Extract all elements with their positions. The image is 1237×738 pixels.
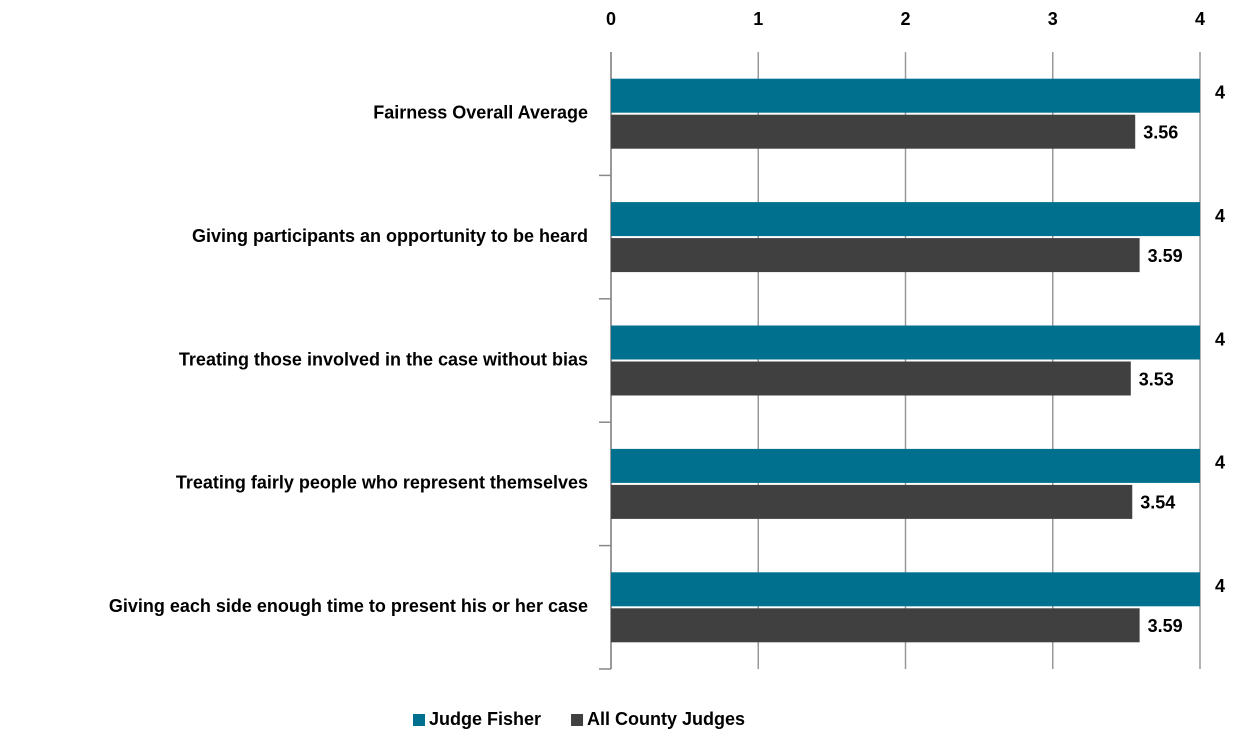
data-label: 3.59 bbox=[1148, 616, 1183, 636]
data-label: 4 bbox=[1215, 329, 1225, 349]
bar bbox=[611, 78, 1200, 113]
category-label: Fairness Overall Average bbox=[373, 102, 588, 122]
bar bbox=[611, 325, 1200, 360]
bar bbox=[611, 114, 1136, 149]
legend-swatch bbox=[571, 714, 584, 726]
data-label: 3.54 bbox=[1140, 493, 1175, 513]
legend-label: All County Judges bbox=[587, 709, 745, 729]
label-bg bbox=[1134, 363, 1187, 394]
data-label: 4 bbox=[1215, 82, 1225, 102]
category-label: Treating fairly people who represent the… bbox=[176, 473, 588, 493]
bar bbox=[611, 572, 1200, 607]
x-tick-label: 1 bbox=[753, 9, 763, 29]
bar bbox=[611, 484, 1133, 519]
data-label: 4 bbox=[1215, 576, 1225, 596]
bar bbox=[611, 202, 1200, 237]
x-tick-label: 2 bbox=[900, 9, 910, 29]
x-tick-label: 0 bbox=[606, 9, 616, 29]
bar bbox=[611, 238, 1140, 273]
category-label: Giving each side enough time to present … bbox=[109, 596, 588, 616]
data-label: 4 bbox=[1215, 453, 1225, 473]
data-label: 3.59 bbox=[1148, 246, 1183, 266]
data-label: 4 bbox=[1215, 206, 1225, 226]
legend-label: Judge Fisher bbox=[429, 709, 541, 729]
data-label: 3.53 bbox=[1139, 369, 1174, 389]
bar bbox=[611, 448, 1200, 483]
label-bg bbox=[1143, 240, 1196, 271]
x-tick-label: 3 bbox=[1048, 9, 1058, 29]
bar bbox=[611, 361, 1131, 396]
category-label: Treating those involved in the case with… bbox=[179, 349, 588, 369]
category-label: Giving participants an opportunity to be… bbox=[192, 226, 588, 246]
label-bg bbox=[1136, 486, 1189, 517]
bar bbox=[611, 608, 1140, 643]
label-bg bbox=[1139, 116, 1192, 147]
data-label: 3.56 bbox=[1143, 122, 1178, 142]
x-tick-label: 4 bbox=[1195, 9, 1205, 29]
label-bg bbox=[1143, 610, 1196, 641]
legend-swatch bbox=[413, 714, 425, 726]
